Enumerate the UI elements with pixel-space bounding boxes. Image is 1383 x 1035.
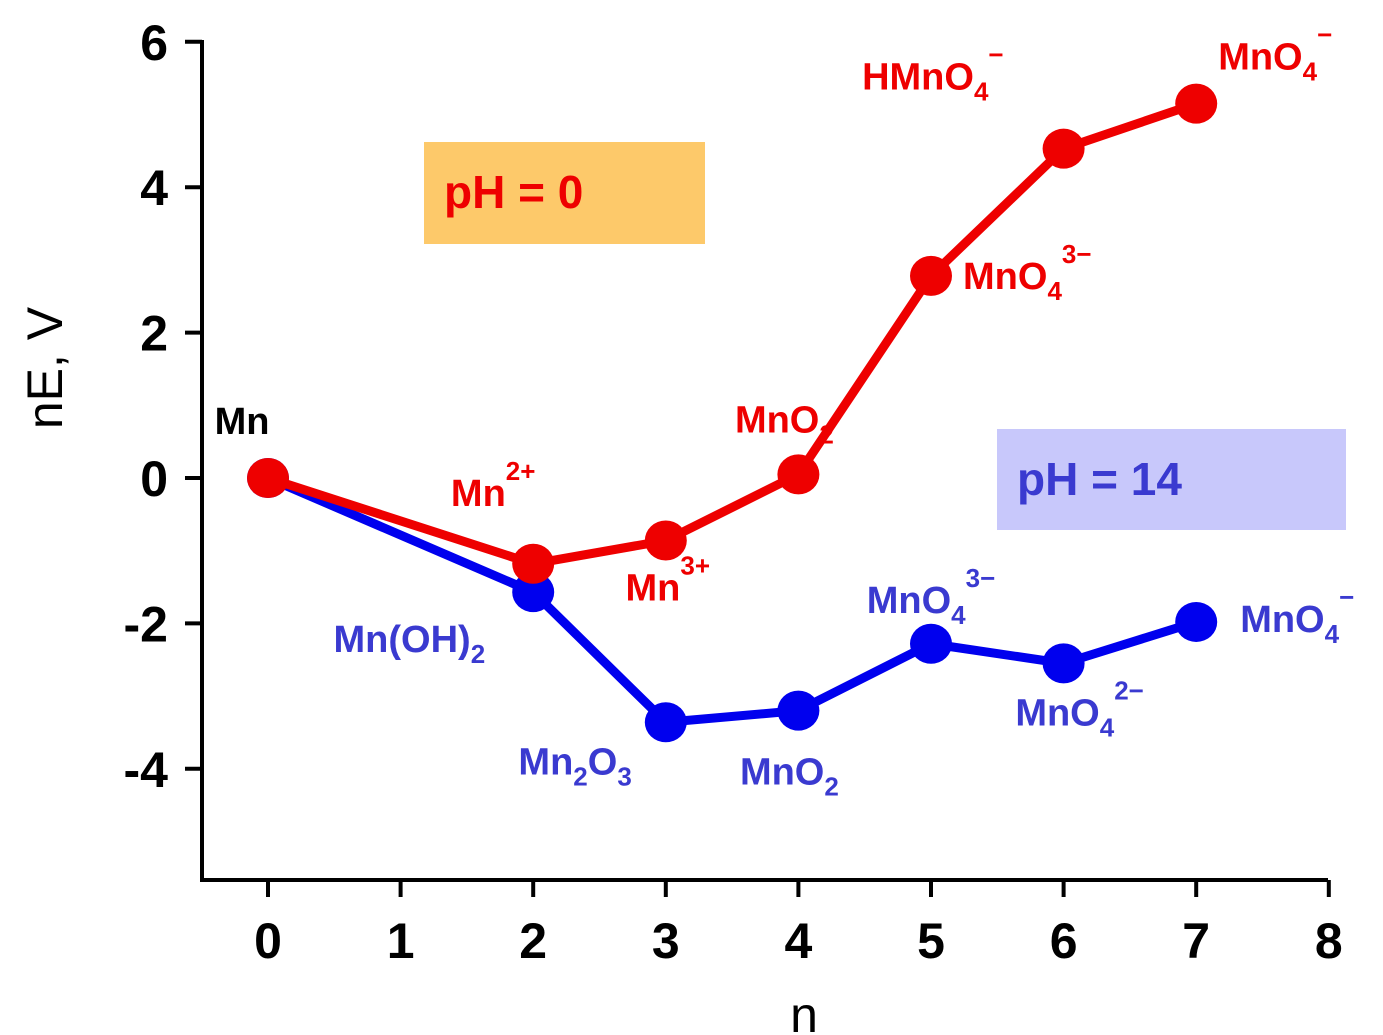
data-point: [777, 690, 820, 731]
series-0: [247, 83, 1218, 584]
series-layer: [247, 83, 1218, 743]
ph14-label: pH = 14: [1017, 453, 1182, 505]
data-point: [1175, 83, 1218, 124]
data-point: [1042, 128, 1085, 169]
x-tick-label: 4: [784, 913, 812, 969]
species-label: MnO42−: [1015, 675, 1144, 742]
series-1: [247, 458, 1218, 743]
x-tick-label: 6: [1050, 913, 1078, 969]
data-point: [1042, 643, 1085, 684]
origin-label: Mn: [215, 401, 270, 443]
x-ticks: 0 1 2 3 4 5 6 7 8: [254, 880, 1343, 969]
species-label: MnO43−: [867, 563, 996, 630]
ph14-box: [997, 429, 1346, 530]
y-axis-title: nE, V: [17, 306, 73, 429]
species-label: MnO2: [735, 399, 834, 449]
data-point: [1175, 601, 1218, 642]
x-tick-label: 5: [917, 913, 945, 969]
x-tick-label: 1: [387, 913, 415, 969]
y-tick-label: -4: [124, 742, 169, 798]
x-tick-label: 7: [1182, 913, 1210, 969]
ph0-label: pH = 0: [444, 166, 583, 218]
y-ticks: 6 4 2 0 -2 -4: [124, 15, 202, 798]
y-tick-label: 6: [140, 15, 168, 71]
species-label: Mn2+: [451, 456, 536, 515]
y-tick-label: 0: [140, 451, 168, 507]
y-tick-label: 4: [140, 160, 168, 216]
y-tick-label: 2: [140, 306, 168, 362]
x-axis-title: n: [790, 987, 818, 1035]
y-tick-label: -2: [124, 596, 168, 652]
data-point: [777, 454, 820, 495]
species-labels: Mn(OH)2 Mn2O3 MnO2 MnO43− MnO42− MnO4− Mn2+ Mn3…: [334, 20, 1355, 802]
data-point: [512, 572, 555, 613]
data-point: [644, 702, 687, 743]
data-point: [247, 458, 289, 498]
data-point: [910, 255, 952, 296]
species-label: Mn2O3: [518, 741, 631, 791]
species-label: Mn(OH)2: [334, 619, 486, 669]
species-label: MnO4−: [1240, 582, 1354, 649]
species-label: MnO4−: [1218, 20, 1332, 87]
data-point: [910, 623, 952, 664]
species-label: HMnO4−: [862, 40, 1004, 107]
x-tick-label: 3: [652, 913, 680, 969]
x-tick-label: 2: [519, 913, 547, 969]
species-label: Mn3+: [626, 551, 711, 610]
annotation-boxes: pH = 0 pH = 14: [424, 142, 1346, 530]
species-label: MnO2: [740, 752, 839, 802]
ph0-box: [424, 142, 705, 244]
species-label: MnO43−: [963, 239, 1092, 306]
axes: 0 1 2 3 4 5 6 7 8 6 4 2 0 -2 -4 n nE, V: [17, 15, 1343, 1035]
data-point: [512, 543, 555, 584]
x-tick-label: 0: [254, 913, 282, 969]
x-tick-label: 8: [1315, 913, 1343, 969]
data-point: [644, 520, 687, 561]
